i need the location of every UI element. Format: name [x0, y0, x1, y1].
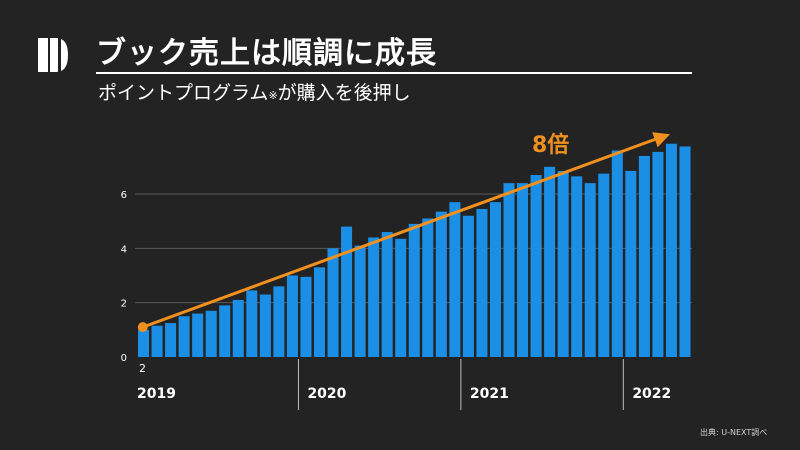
bar — [584, 183, 596, 357]
bar — [557, 170, 569, 357]
bar — [259, 294, 271, 357]
bar — [138, 329, 150, 357]
bar — [205, 310, 217, 357]
year-label: 2022 — [632, 386, 671, 402]
bar — [544, 166, 556, 357]
bar — [571, 176, 583, 357]
bar — [476, 208, 488, 357]
page-subtitle: ポイントプログラム※が購入を後押し — [98, 78, 411, 105]
trend-start-dot — [137, 322, 148, 333]
bar — [368, 237, 380, 357]
title-divider — [96, 72, 692, 74]
bar — [381, 232, 393, 357]
source-note: 出典: U-NEXT調べ — [700, 428, 768, 437]
bar — [517, 183, 529, 357]
bar — [665, 143, 677, 357]
bar — [638, 155, 650, 357]
bar — [219, 305, 231, 357]
start-label: 2 — [139, 362, 146, 375]
year-label: 2021 — [470, 386, 509, 402]
bar — [435, 211, 447, 357]
bar — [530, 174, 542, 357]
y-tick-label: 0 — [121, 353, 127, 364]
subtitle-main: ポイントプログラム — [98, 82, 269, 104]
y-tick-label: 6 — [121, 190, 127, 201]
subtitle-note-mark: ※ — [268, 89, 278, 102]
bar — [462, 215, 474, 357]
bar — [449, 202, 461, 357]
bar — [395, 238, 407, 357]
bar — [300, 276, 312, 357]
bar — [503, 183, 515, 357]
bar — [151, 325, 163, 357]
bar — [178, 316, 190, 357]
bar — [313, 267, 326, 357]
page-title: ブック売上は順調に成長 — [96, 36, 437, 71]
bar — [652, 151, 664, 357]
bar — [408, 223, 420, 357]
bar — [489, 202, 501, 357]
year-label: 2020 — [307, 386, 346, 402]
bar — [611, 150, 623, 357]
bar — [232, 299, 244, 357]
year-label: 2019 — [137, 386, 176, 402]
bar — [286, 275, 298, 357]
bar — [273, 286, 285, 357]
u-next-logo-icon — [38, 38, 68, 72]
trend-label: 8倍 — [532, 132, 569, 158]
trend-arrow-head — [652, 132, 670, 148]
bar — [341, 226, 353, 357]
bar — [192, 313, 204, 357]
trend-arrow-line — [142, 136, 659, 329]
bar — [422, 218, 434, 357]
bar — [679, 146, 691, 357]
subtitle-tail: が購入を後押し — [277, 82, 411, 104]
bar — [354, 245, 366, 357]
y-tick-label: 4 — [121, 244, 127, 255]
bar — [165, 323, 177, 357]
bar — [598, 173, 610, 357]
y-tick-label: 2 — [121, 299, 127, 310]
bar — [327, 248, 339, 357]
bar — [246, 290, 258, 357]
bar — [625, 170, 637, 357]
